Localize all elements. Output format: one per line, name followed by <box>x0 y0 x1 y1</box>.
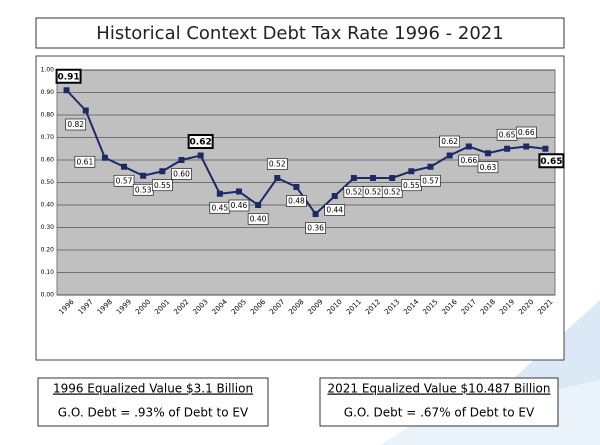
data-label: 0.45 <box>211 203 228 212</box>
data-label: 0.48 <box>288 197 305 206</box>
label-box <box>381 186 403 198</box>
data-label: 0.55 <box>403 181 420 190</box>
y-tick-label: 0.50 <box>41 179 55 186</box>
label-box <box>515 126 537 139</box>
marker <box>159 168 166 175</box>
data-label: 0.82 <box>67 120 84 129</box>
marker <box>101 154 108 161</box>
y-tick-label: 0.00 <box>41 292 55 299</box>
label-box <box>171 168 192 180</box>
label-box <box>324 204 346 216</box>
marker <box>389 175 396 181</box>
marker <box>484 150 491 157</box>
data-label: 0.44 <box>326 206 343 215</box>
marker <box>446 152 453 159</box>
data-label: 0.52 <box>384 188 401 197</box>
label-box <box>152 179 173 192</box>
marker <box>312 211 319 217</box>
marker <box>523 143 530 150</box>
marker <box>427 163 434 170</box>
label-box <box>305 222 326 234</box>
chart-title: Historical Context Debt Tax Rate 1996 - … <box>96 23 503 44</box>
marker <box>235 188 242 195</box>
label-box <box>286 195 307 207</box>
data-label: 0.65 <box>499 130 516 139</box>
data-label: 0.62 <box>190 138 212 148</box>
marker <box>63 87 70 94</box>
marker <box>82 107 89 114</box>
y-tick-label: 0.40 <box>41 202 55 209</box>
box-heading: 1996 Equalized Value $3.1 Billion <box>53 382 253 396</box>
label-box <box>477 161 499 174</box>
data-label: 0.52 <box>365 188 382 197</box>
y-tick-label: 0.60 <box>41 157 55 164</box>
y-tick-label: 1.00 <box>41 67 55 74</box>
data-label: 0.63 <box>480 163 497 172</box>
data-label: 0.53 <box>135 185 152 194</box>
y-tick-label: 0.10 <box>41 269 55 276</box>
marker <box>465 143 472 150</box>
label-box <box>266 158 288 170</box>
label-box <box>65 118 87 131</box>
info-box <box>319 377 559 427</box>
data-label: 0.46 <box>231 201 248 210</box>
data-label: 0.52 <box>346 188 363 197</box>
info-box <box>37 377 269 427</box>
y-tick-label: 0.20 <box>41 247 55 254</box>
marker <box>274 175 281 181</box>
data-label: 0.52 <box>269 160 286 169</box>
label-box <box>228 199 250 212</box>
label-box <box>247 213 269 225</box>
label-box <box>113 174 135 187</box>
data-label: 0.66 <box>518 128 535 137</box>
title-box <box>35 17 565 49</box>
marker <box>542 145 549 152</box>
y-tick-label: 0.90 <box>41 89 55 96</box>
marker <box>350 175 357 181</box>
label-box <box>439 135 460 148</box>
y-tick-label: 0.30 <box>41 224 55 231</box>
data-label: 0.57 <box>116 176 133 185</box>
data-label: 0.65 <box>540 157 562 167</box>
marker <box>178 157 185 163</box>
box-text: G.O. Debt = .93% of Debt to EV <box>58 406 249 420</box>
data-label: 0.61 <box>77 157 94 166</box>
marker <box>197 152 204 159</box>
marker <box>370 175 377 181</box>
marker <box>504 145 511 152</box>
label-box <box>55 68 82 84</box>
marker <box>216 190 223 197</box>
y-tick-label: 0.70 <box>41 134 55 141</box>
data-label: 0.40 <box>250 215 267 224</box>
box-heading: 2021 Equalized Value $10.487 Billion <box>327 382 550 396</box>
label-box <box>538 153 565 169</box>
marker <box>121 163 128 170</box>
marker <box>140 172 147 179</box>
data-label: 0.36 <box>307 224 324 233</box>
label-box <box>187 134 214 149</box>
marker <box>408 168 415 175</box>
label-box <box>74 155 96 168</box>
data-label: 0.91 <box>57 72 79 82</box>
data-label: 0.66 <box>460 156 477 165</box>
marker <box>293 184 300 190</box>
marker <box>331 193 338 199</box>
y-tick-label: 0.80 <box>41 112 55 119</box>
data-label: 0.55 <box>154 181 171 190</box>
label-box <box>458 154 480 167</box>
box-text: G.O. Debt = .67% of Debt to EV <box>344 406 535 420</box>
data-label: 0.62 <box>441 137 458 146</box>
marker <box>255 202 262 208</box>
label-box <box>420 174 441 187</box>
data-label: 0.57 <box>422 176 439 185</box>
data-label: 0.60 <box>173 170 190 179</box>
